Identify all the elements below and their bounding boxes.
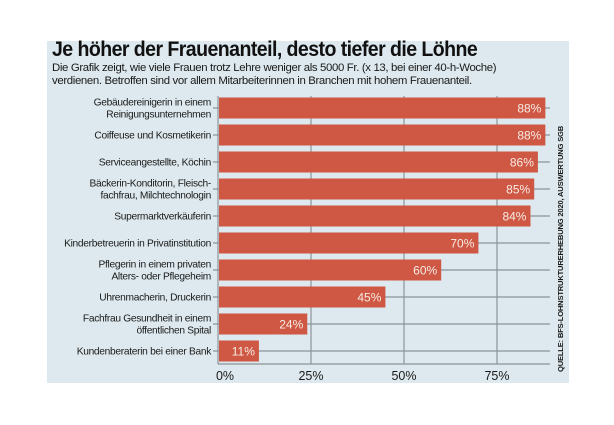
bar [219,124,546,146]
category-label: Pflegerin in einem privaten Alters- oder … [98,260,211,283]
category-label-line: fachfrau, Milchtechnologin [100,191,211,202]
category-label: Uhrenmacherin, Druckerin [99,293,211,304]
chart-title: Je höher der Frauenanteil, desto tiefer … [52,38,478,61]
x-tick-label: 75% [484,369,509,383]
category-label-line: Coiffeuse und Kosmetikerin [94,131,211,142]
bar [219,151,538,173]
value-label: 60% [413,264,437,278]
category-label-line: Reinigungsunternehmen [106,110,211,121]
value-label: 85% [506,183,530,197]
category-label: Bäckerin-Konditorin, Fleisch-fachfrau, M… [89,179,211,202]
subtitle-line-1: Die Grafik zeigt, wie viele Frauen trotz… [52,62,497,74]
value-label: 88% [517,129,541,143]
category-label-line: Kinderbetreuerin in Privatinstitution [64,239,211,250]
bar [219,205,531,227]
x-tick-label: 0% [216,369,234,383]
category-label-line: Fachfrau Gesundheit in einem [83,314,211,325]
category-label-line: Uhrenmacherin, Druckerin [99,293,211,304]
bar [219,340,259,362]
value-label: 88% [517,102,541,116]
category-label: Gebäudereinigerin in einem Reinigungsunte… [94,98,211,121]
label-layer: 88% Gebäudereinigerin in einem Reinigungsu… [64,98,542,359]
bar [219,97,546,119]
category-label: Kundenberaterin bei einer Bank [77,347,212,358]
category-label-line: Pflegerin in einem privaten [98,260,211,271]
bar [219,232,479,254]
axis-layer: 0% 25% 50% 75% [216,96,550,383]
bar [219,259,442,281]
category-label: Supermarktverkäuferin [114,212,211,223]
category-label-line: Kundenberaterin bei einer Bank [77,347,212,358]
category-label: Fachfrau Gesundheit in einem öffentlichen… [83,314,211,337]
value-label: 11% [232,345,255,359]
value-label: 24% [279,318,303,332]
bar-layer [219,97,546,362]
category-label: Coiffeuse und Kosmetikerin [94,131,211,142]
subtitle-line-2: verdienen. Betroffen sind vor allem Mita… [52,75,472,87]
value-label: 45% [357,291,381,305]
category-label-line: Supermarktverkäuferin [114,212,211,223]
category-label-line: Serviceangestellte, Köchin [99,158,211,169]
category-label-line: Alters- oder Pflegeheim [111,272,211,283]
value-label: 70% [450,237,474,251]
value-label: 84% [502,210,526,224]
x-tick-label: 25% [298,369,323,383]
bar [219,313,308,335]
x-tick-label: 50% [391,369,416,383]
category-label-line: öffentlichen Spital [136,326,211,337]
category-label: Serviceangestellte, Köchin [99,158,211,169]
category-label: Kinderbetreuerin in Privatinstitution [64,239,211,250]
bar [219,286,386,308]
category-label-line: Gebäudereinigerin in einem [94,98,211,109]
bar [219,178,535,200]
source-note: QUELLE: BFS-LOHNSTRUKTURERHEBUNG 2020, A… [556,125,565,372]
category-label-line: Bäckerin-Konditorin, Fleisch- [89,179,211,190]
value-label: 86% [510,156,534,170]
